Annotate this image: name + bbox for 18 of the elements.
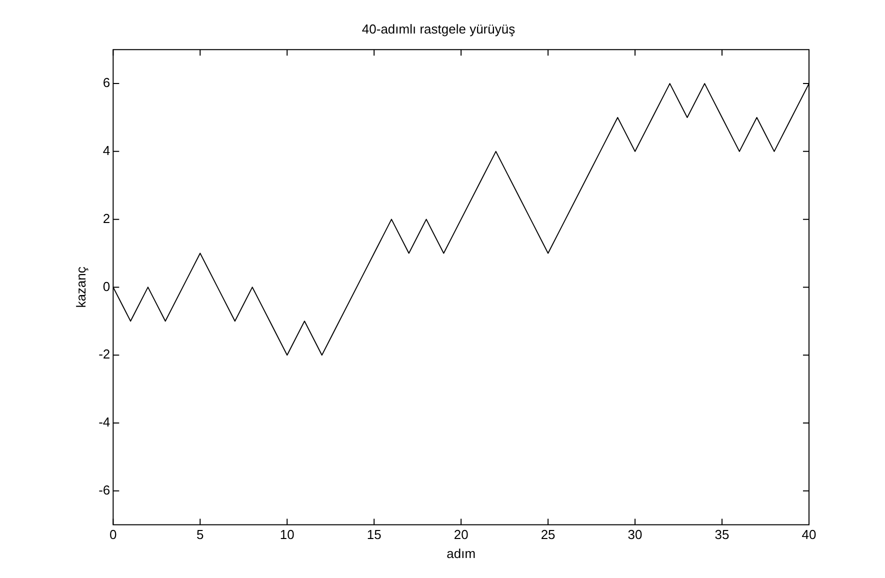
y-tick-label: 4	[102, 143, 110, 158]
y-tick-label: 6	[102, 75, 110, 90]
chart-title: 40-adımlı rastgele yürüyüş	[362, 21, 516, 36]
x-tick-label: 30	[628, 527, 642, 542]
x-tick-label: 10	[280, 527, 294, 542]
x-tick-label: 35	[714, 527, 730, 542]
y-tick-label: 0	[102, 278, 110, 294]
y-tick-label: -6	[98, 482, 110, 498]
x-axis-title: adım	[446, 546, 476, 561]
y-tick-label: 2	[102, 210, 110, 226]
x-tick-label: 5	[196, 527, 204, 542]
x-tick-label: 20	[454, 527, 468, 542]
x-tick-label: 25	[540, 527, 556, 542]
x-tick-label: 15	[366, 527, 382, 542]
y-axis-title: kazanç	[73, 266, 88, 308]
y-tick-label: -2	[98, 346, 110, 362]
y-tick-label: -4	[98, 414, 110, 430]
x-tick-label: 40	[802, 527, 816, 542]
